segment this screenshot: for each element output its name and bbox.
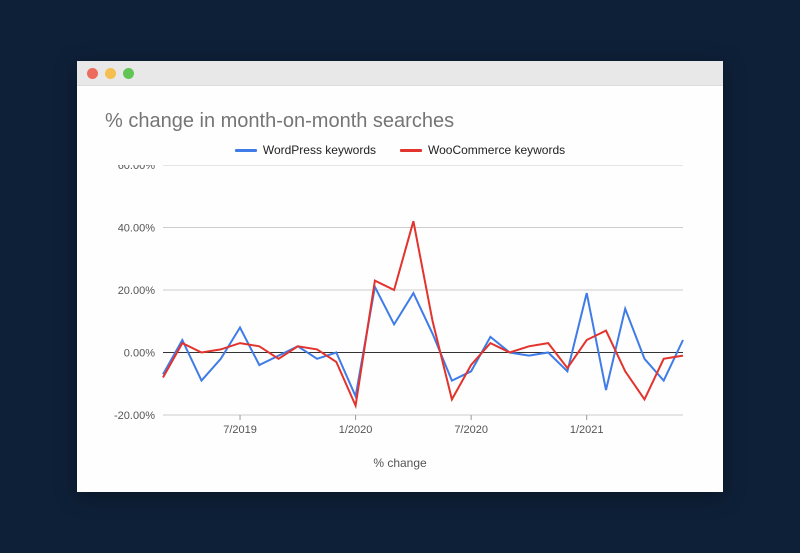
- svg-text:-20.00%: -20.00%: [114, 410, 155, 422]
- legend-label: WordPress keywords: [263, 143, 376, 157]
- legend-label: WooCommerce keywords: [428, 143, 565, 157]
- svg-text:1/2020: 1/2020: [339, 424, 373, 436]
- titlebar: [77, 61, 723, 86]
- legend-item-wordpress: WordPress keywords: [235, 143, 376, 157]
- close-icon[interactable]: [87, 68, 98, 79]
- chart-container: % change in month-on-month searches Word…: [77, 86, 723, 484]
- legend-swatch-wordpress: [235, 149, 257, 152]
- svg-text:20.00%: 20.00%: [118, 285, 156, 297]
- chart-svg: -20.00% 0.00% 20.00% 40.00% 60.00% 7/2019 1/20…: [99, 165, 699, 445]
- svg-text:7/2020: 7/2020: [454, 424, 488, 436]
- app-window: % change in month-on-month searches Word…: [77, 61, 723, 492]
- chart-title: % change in month-on-month searches: [105, 110, 701, 133]
- svg-text:60.00%: 60.00%: [118, 165, 156, 172]
- legend-item-woocommerce: WooCommerce keywords: [400, 143, 565, 157]
- svg-text:7/2019: 7/2019: [223, 424, 257, 436]
- legend-swatch-woocommerce: [400, 149, 422, 152]
- svg-text:40.00%: 40.00%: [118, 223, 156, 235]
- series-line: [163, 287, 683, 396]
- legend: WordPress keywords WooCommerce keywords: [99, 143, 701, 157]
- minimize-icon[interactable]: [105, 68, 116, 79]
- maximize-icon[interactable]: [123, 68, 134, 79]
- svg-text:0.00%: 0.00%: [124, 348, 155, 360]
- x-axis-label: % change: [99, 456, 701, 470]
- svg-text:1/2021: 1/2021: [570, 424, 604, 436]
